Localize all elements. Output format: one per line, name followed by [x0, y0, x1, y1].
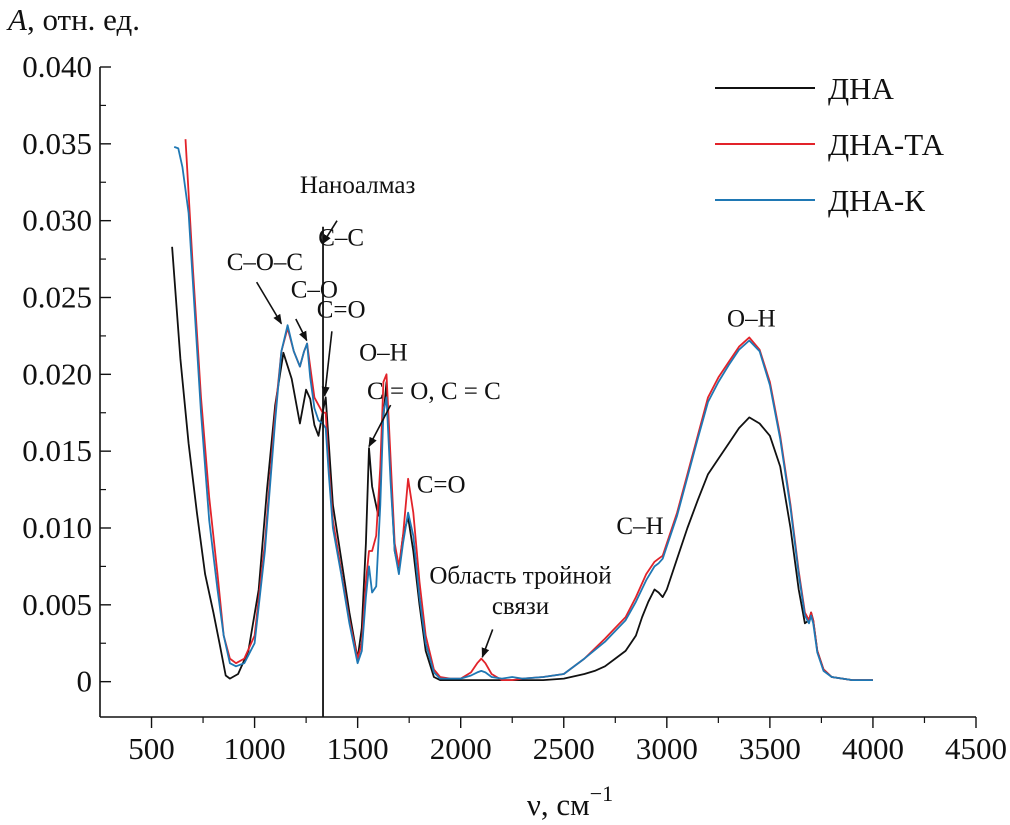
annotation-label: О–Н	[359, 339, 408, 366]
legend-label: ДНА	[828, 71, 895, 106]
series-line-1	[171, 246, 873, 681]
y-tick-label: 0.040	[22, 49, 92, 84]
x-tick-label: 3000	[636, 731, 698, 766]
annotation-label: С–Н	[616, 513, 663, 540]
x-tick-label: 4500	[945, 731, 1007, 766]
annotation-arrow	[295, 318, 308, 342]
y-tick-label: 0	[77, 664, 93, 699]
x-axis-title-main: ν, см	[527, 787, 590, 822]
annotation-label: С=О	[317, 296, 366, 323]
annotation-arrow	[321, 331, 333, 397]
y-axis-title: A, отн. ед.	[6, 2, 140, 37]
annotation-label: С–О–С	[227, 249, 303, 276]
annotation-arrow	[321, 220, 338, 245]
y-tick-label: 0.035	[22, 126, 92, 161]
x-tick-label: 2500	[533, 731, 595, 766]
legend: ДНА ДНА-ТА ДНА-К	[715, 71, 945, 218]
y-tick-label: 0.015	[22, 433, 92, 468]
y-tick-label: 0.005	[22, 587, 92, 622]
y-tick-label: 0.025	[22, 279, 92, 314]
legend-label: ДНА-ТА	[828, 127, 945, 162]
annotation-label: связи	[492, 593, 549, 620]
annotation-arrow	[255, 281, 283, 325]
x-tick-label: 1000	[224, 731, 286, 766]
annotation-label: С=О	[417, 472, 466, 499]
x-axis-title-exponent: −1	[590, 781, 613, 806]
x-tick-label: 500	[128, 731, 175, 766]
y-tick-label: 0.020	[22, 356, 92, 391]
x-tick-label: 4000	[842, 731, 904, 766]
x-tick-label: 2000	[430, 731, 492, 766]
y-tick-label: 0.030	[22, 203, 92, 238]
annotation-label: Наноалмаз	[300, 172, 416, 199]
annotation-label: С–С	[318, 224, 364, 251]
x-axis-title: ν, см−1	[527, 781, 613, 822]
annotation-label: О–Н	[727, 306, 776, 333]
y-axis-unit: , отн. ед.	[27, 2, 140, 37]
annotation-arrow	[481, 629, 494, 659]
y-tick-label: 0.010	[22, 510, 92, 545]
annotation-arrow	[368, 404, 392, 448]
annotation-label: С–О	[291, 276, 338, 303]
ticks: 500 1000 1500 2000 2500 3000 3500 4000 4500 0 0.00…	[22, 49, 1007, 766]
x-tick-label: 1500	[327, 731, 389, 766]
series-line-3	[173, 146, 873, 681]
annotation-label: Область тройной	[429, 562, 611, 589]
annotation-label: С = О, С = С	[367, 378, 501, 405]
legend-label: ДНА-К	[828, 183, 925, 218]
plot-area	[171, 139, 873, 717]
y-axis-symbol: A	[6, 2, 28, 37]
x-tick-label: 3500	[739, 731, 801, 766]
